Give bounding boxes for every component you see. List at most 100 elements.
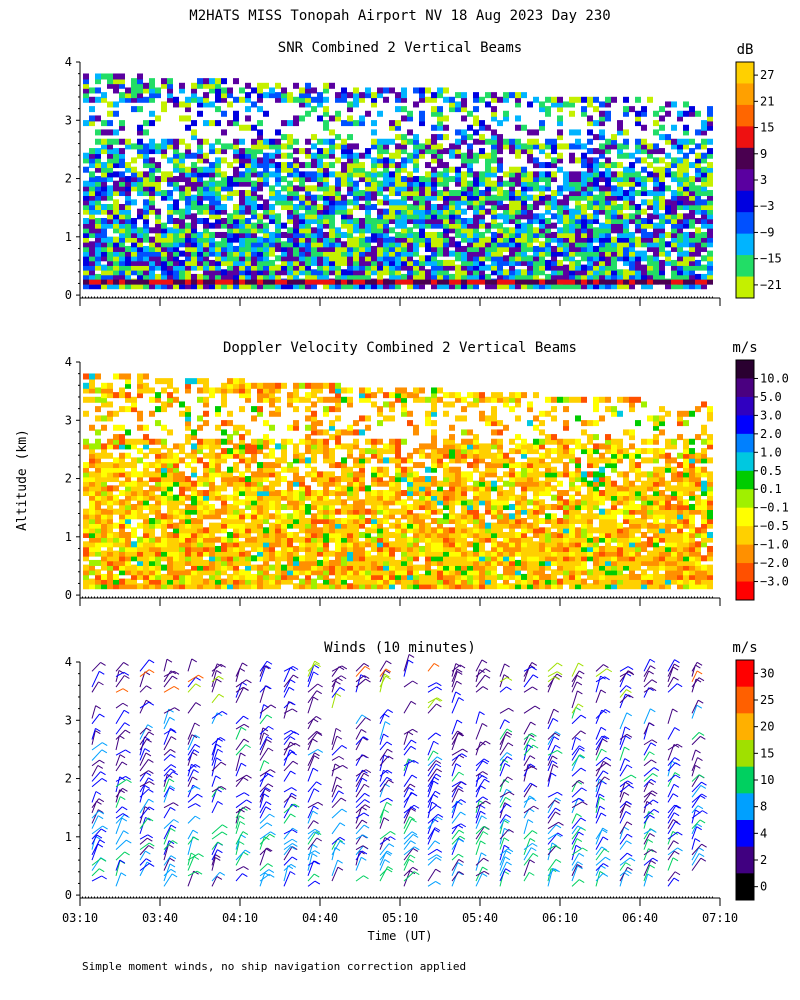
data-cell <box>359 171 365 178</box>
data-cell <box>89 222 95 229</box>
data-cell <box>233 522 239 529</box>
data-cell <box>533 283 539 290</box>
data-cell <box>539 148 545 155</box>
data-cell <box>155 185 161 192</box>
data-cell <box>83 236 89 243</box>
data-cell <box>245 166 251 173</box>
data-cell <box>335 396 341 403</box>
data-cell <box>365 194 371 201</box>
data-cell <box>347 208 353 215</box>
data-cell <box>221 517 227 524</box>
data-cell <box>281 87 287 94</box>
data-cell <box>503 259 509 266</box>
data-cell <box>89 162 95 169</box>
data-cell <box>353 194 359 201</box>
data-cell <box>623 222 629 229</box>
data-cell <box>137 392 143 399</box>
data-cell <box>527 138 533 145</box>
data-cell <box>479 250 485 257</box>
data-cell <box>185 378 191 385</box>
data-cell <box>275 527 281 534</box>
data-cell <box>173 462 179 469</box>
data-cell <box>185 462 191 469</box>
data-cell <box>257 269 263 276</box>
data-cell <box>221 499 227 506</box>
data-cell <box>527 148 533 155</box>
data-cell <box>197 504 203 511</box>
data-cell <box>695 152 701 159</box>
data-cell <box>413 101 419 108</box>
data-cell <box>209 583 215 590</box>
data-cell <box>311 517 317 524</box>
data-cell <box>377 217 383 224</box>
data-cell <box>227 578 233 585</box>
data-cell <box>203 255 209 262</box>
data-cell <box>491 208 497 215</box>
data-cell <box>629 204 635 211</box>
data-cell <box>221 194 227 201</box>
data-cell <box>707 213 713 220</box>
data-cell <box>341 199 347 206</box>
data-cell <box>563 199 569 206</box>
data-cell <box>353 471 359 478</box>
data-cell <box>701 120 707 127</box>
data-cell <box>413 190 419 197</box>
data-cell <box>89 199 95 206</box>
data-cell <box>587 176 593 183</box>
data-cell <box>317 387 323 394</box>
data-cell <box>173 279 179 285</box>
data-cell <box>299 171 305 178</box>
data-cell <box>371 392 377 399</box>
data-cell <box>113 466 119 473</box>
data-cell <box>341 120 347 127</box>
data-cell <box>137 78 143 85</box>
data-cell <box>443 190 449 197</box>
data-cell <box>131 217 137 224</box>
data-cell <box>185 387 191 394</box>
data-cell <box>323 536 329 543</box>
data-cell <box>335 443 341 450</box>
data-cell <box>227 555 233 562</box>
data-cell <box>221 157 227 164</box>
data-cell <box>371 129 377 136</box>
data-cell <box>479 180 485 187</box>
data-cell <box>305 273 311 280</box>
data-cell <box>593 148 599 155</box>
data-cell <box>629 250 635 257</box>
data-cell <box>341 92 347 99</box>
data-cell <box>317 115 323 122</box>
data-cell <box>389 241 395 248</box>
data-cell <box>125 180 131 187</box>
data-cell <box>275 480 281 487</box>
data-cell <box>251 522 257 529</box>
data-cell <box>437 222 443 229</box>
data-cell <box>179 157 185 164</box>
colorbar-swatch <box>736 190 754 213</box>
data-cell <box>401 245 407 252</box>
data-cell <box>581 213 587 220</box>
data-cell <box>155 217 161 224</box>
data-cell <box>653 110 659 117</box>
data-cell <box>515 124 521 131</box>
data-cell <box>173 250 179 257</box>
data-cell <box>311 152 317 159</box>
data-cell <box>209 264 215 271</box>
data-cell <box>605 283 611 290</box>
data-cell <box>185 222 191 229</box>
data-cell <box>581 190 587 197</box>
data-cell <box>347 471 353 478</box>
data-cell <box>125 204 131 211</box>
data-cell <box>665 208 671 215</box>
data-cell <box>623 152 629 159</box>
data-cell <box>491 213 497 220</box>
data-cell <box>311 443 317 450</box>
data-cell <box>119 190 125 197</box>
data-cell <box>191 480 197 487</box>
data-cell <box>455 171 461 178</box>
data-cell <box>83 190 89 197</box>
data-cell <box>275 231 281 238</box>
data-cell <box>353 578 359 585</box>
data-cell <box>515 279 521 285</box>
data-cell <box>263 250 269 257</box>
data-cell <box>203 241 209 248</box>
